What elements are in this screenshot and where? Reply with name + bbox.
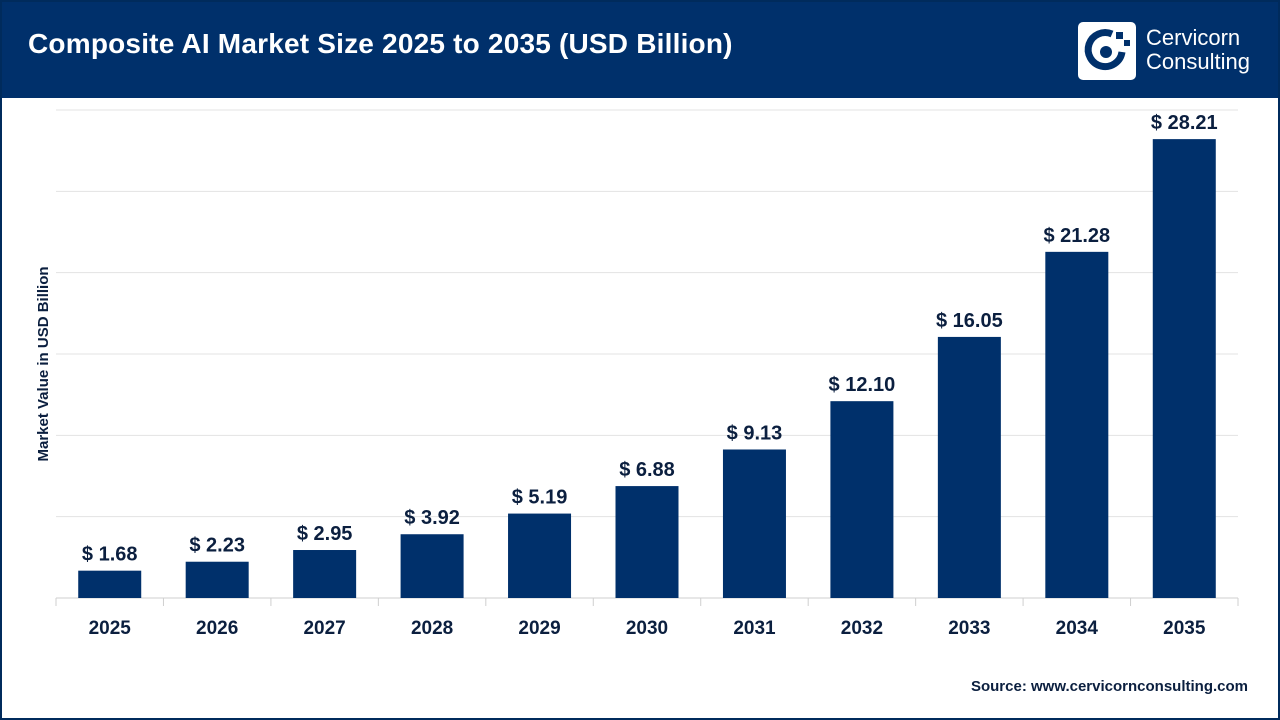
x-tick-label-2030: 2030 [626,618,668,639]
data-label-2032: $ 12.10 [829,374,896,396]
x-tick-label-2035: 2035 [1163,618,1206,639]
data-label-2028: $ 3.92 [404,507,460,529]
bar-2028 [400,534,464,598]
x-tick-label-2031: 2031 [733,618,776,639]
bar-chart: $ 1.68 2025 $ 2.23 2026 $ 2.95 2027 $ 3.92 2028… [35,109,1239,639]
data-label-2033: $ 16.05 [936,310,1003,332]
bar-2027 [293,550,357,598]
x-tick-label-2028: 2028 [411,618,453,639]
bar-2026 [185,561,249,598]
data-label-2026: $ 2.23 [189,535,245,557]
logo-text: Cervicorn Consulting [1146,26,1250,74]
chart-title: Composite AI Market Size 2025 to 2035 (U… [28,28,733,59]
brand-logo: Cervicorn Consulting [1078,20,1268,82]
header-bar: Composite AI Market Size 2025 to 2035 (U… [2,2,1278,98]
bar-2035 [1152,139,1216,598]
data-label-2031: $ 9.13 [727,422,783,444]
bar-2032 [830,401,894,598]
bar-2034 [1045,251,1109,598]
x-tick-label-2034: 2034 [1056,618,1099,639]
bar-2029 [508,513,572,598]
x-tick-label-2026: 2026 [196,618,238,639]
source-label: Source: [970,678,1027,695]
y-axis-label: Market Value in USD Billion [35,266,52,461]
logo-mark-icon [1078,22,1136,80]
data-label-2034: $ 21.28 [1043,225,1110,247]
source-note: Source: www.cervicornconsulting.com [971,678,1248,695]
x-tick-label-2027: 2027 [303,618,345,639]
data-label-2035: $ 28.21 [1151,112,1218,134]
data-label-2025: $ 1.68 [82,544,138,566]
data-label-2029: $ 5.19 [512,487,568,509]
bar-2030 [615,486,679,598]
bar-2025 [78,570,142,598]
data-label-2027: $ 2.95 [297,523,353,545]
logo-line-2: Consulting [1146,49,1250,74]
logo-line-1: Cervicorn [1146,25,1241,50]
bar-2033 [937,336,1001,598]
bar-2031 [722,449,786,598]
x-tick-label-2033: 2033 [948,618,990,639]
x-tick-label-2029: 2029 [518,618,560,639]
data-label-2030: $ 6.88 [619,459,675,481]
source-url[interactable]: www.cervicornconsulting.com [1031,678,1248,695]
x-tick-label-2025: 2025 [89,618,132,639]
x-tick-label-2032: 2032 [841,618,883,639]
